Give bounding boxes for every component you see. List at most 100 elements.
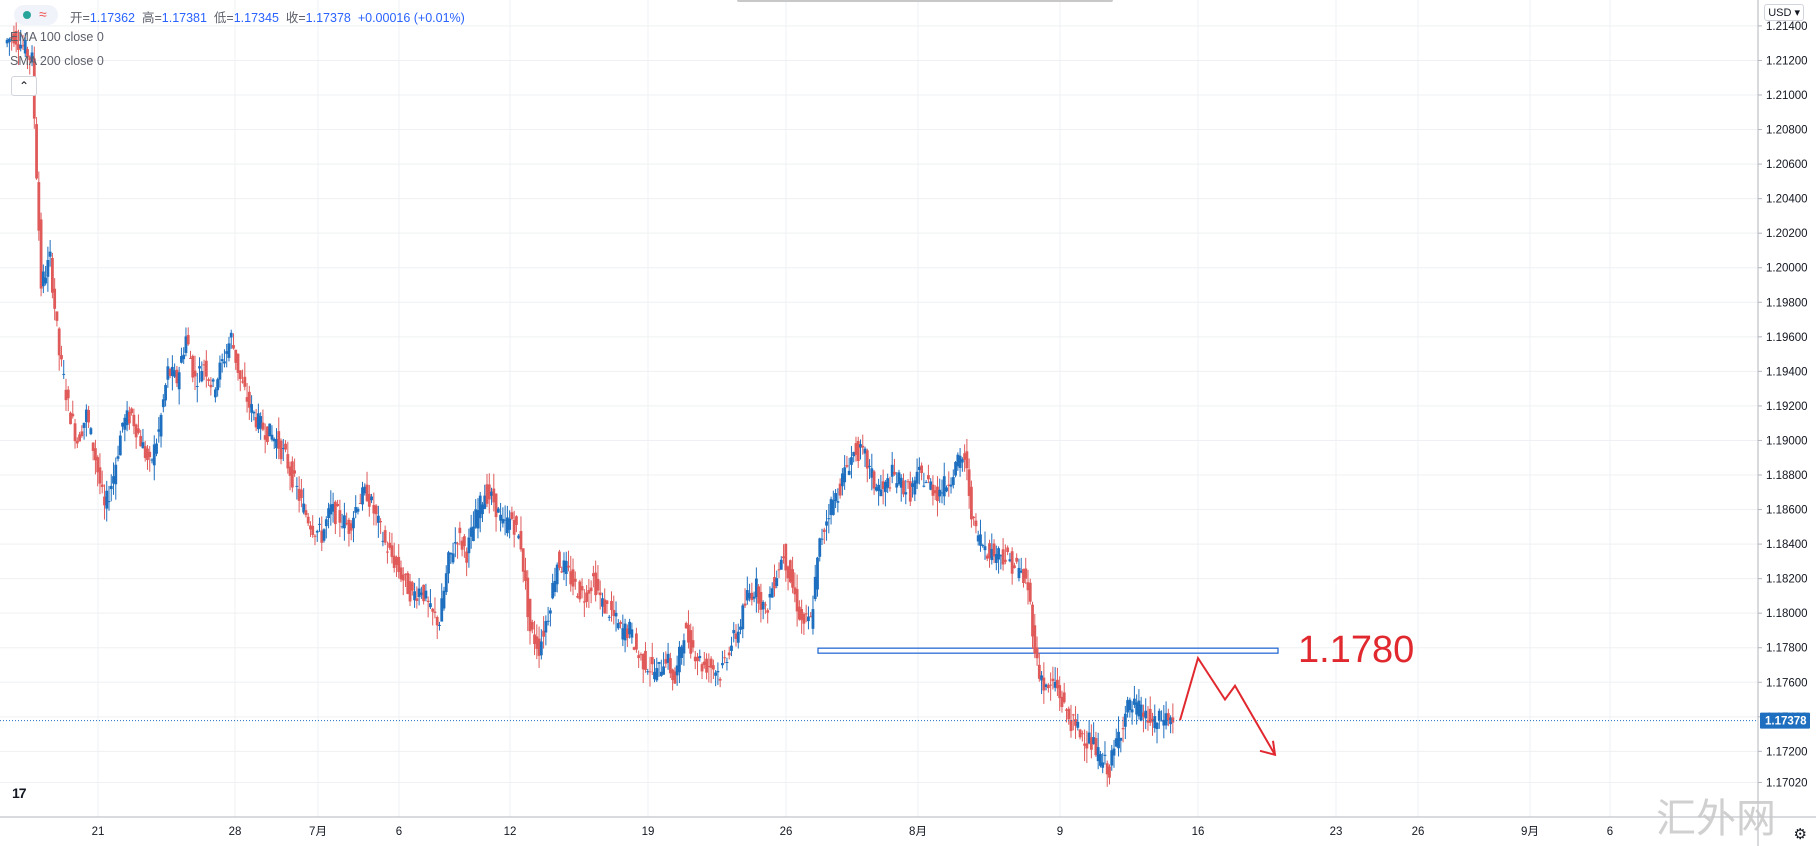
candle-body xyxy=(1137,700,1141,717)
candle-body xyxy=(1132,698,1136,705)
candle-body xyxy=(1166,713,1170,721)
candle-body xyxy=(195,385,199,387)
candle-body xyxy=(311,525,315,536)
candle-body xyxy=(886,478,890,488)
candle-body xyxy=(121,422,124,427)
candle-body xyxy=(496,508,500,513)
candle-body xyxy=(940,492,944,494)
candle-body xyxy=(14,30,18,45)
candle-body xyxy=(983,546,987,551)
candle-body xyxy=(734,633,738,639)
candle-body xyxy=(254,417,258,428)
candle-body xyxy=(286,454,290,469)
candle-body xyxy=(261,422,265,430)
candle-body xyxy=(1153,716,1157,728)
candle-body xyxy=(1067,708,1071,720)
currency-select[interactable]: USD ▾ xyxy=(1764,4,1804,21)
candle-body xyxy=(186,335,190,345)
x-tick-label: 7月 xyxy=(309,826,327,838)
candle-body xyxy=(623,623,627,641)
series-status-pill[interactable]: ≈ xyxy=(14,5,58,25)
candle-body xyxy=(616,623,620,629)
candle-body xyxy=(671,669,675,681)
candle-body xyxy=(485,484,489,504)
wave-icon: ≈ xyxy=(39,6,47,22)
candle-body xyxy=(299,489,303,498)
y-tick-label: 1.19800 xyxy=(1766,297,1808,309)
candle-body xyxy=(494,493,498,518)
candle-body xyxy=(1105,763,1109,775)
candle-body xyxy=(992,543,996,557)
candle-body xyxy=(134,424,138,438)
forecast-path[interactable] xyxy=(1179,655,1276,756)
candle-body xyxy=(26,49,29,58)
y-tick-label: 1.21200 xyxy=(1766,55,1808,67)
candle-body xyxy=(834,493,837,501)
y-tick-label: 1.18600 xyxy=(1766,505,1808,517)
candle-body xyxy=(159,414,163,437)
gear-icon[interactable]: ⚙ xyxy=(1793,826,1807,843)
candle-body xyxy=(1065,709,1068,711)
candle-body xyxy=(1003,559,1007,562)
candle-body xyxy=(596,578,600,591)
candle-body xyxy=(1128,699,1132,711)
candle-body xyxy=(539,641,543,656)
watermark: 汇外网 xyxy=(1656,796,1776,842)
candle-body xyxy=(551,582,555,599)
candle-body xyxy=(191,355,195,378)
candle-body xyxy=(766,610,770,613)
candle-body xyxy=(64,389,68,401)
candle-body xyxy=(220,359,224,362)
candle-body xyxy=(415,598,419,601)
candle-body xyxy=(413,591,416,601)
candle-body xyxy=(87,410,91,423)
candle-body xyxy=(419,592,423,595)
candle-body xyxy=(872,471,876,489)
candle-body xyxy=(752,596,756,599)
candle-body xyxy=(293,470,297,474)
collapse-legend-button[interactable]: ⌃ xyxy=(11,76,37,96)
candle-body xyxy=(324,519,328,527)
candle-body xyxy=(232,345,235,349)
level-box[interactable] xyxy=(817,647,1279,654)
candle-body xyxy=(213,389,217,398)
candle-body xyxy=(1119,737,1123,741)
candle-body xyxy=(474,509,478,528)
low-value: 1.17345 xyxy=(233,11,279,25)
candle-body xyxy=(356,508,360,512)
candle-body xyxy=(632,647,636,650)
candle-body xyxy=(562,560,566,573)
candle-body xyxy=(456,543,459,545)
candle-body xyxy=(920,465,924,474)
candle-body xyxy=(684,622,688,629)
candle-body xyxy=(888,487,892,489)
candle-body xyxy=(173,370,177,377)
candle-body xyxy=(567,565,570,568)
candle-body xyxy=(589,587,593,592)
candle-body xyxy=(1112,748,1116,756)
candle-body xyxy=(44,277,48,284)
candle-body xyxy=(802,614,806,624)
candle-body xyxy=(1076,721,1080,728)
level-label: 1.1780 xyxy=(1298,629,1414,671)
indicator-sma200[interactable]: SMA 200 close 0 xyxy=(10,54,104,68)
candle-body xyxy=(241,381,244,383)
candle-body xyxy=(587,589,591,594)
y-tick-label: 1.21400 xyxy=(1766,21,1808,33)
candle-body xyxy=(582,601,586,603)
candle-body xyxy=(5,39,9,44)
candle-body xyxy=(997,548,1000,560)
candle-body xyxy=(879,489,883,497)
candle-body xyxy=(200,370,204,382)
candle-body xyxy=(295,485,299,487)
candle-body xyxy=(558,551,561,568)
candle-body xyxy=(981,545,985,547)
candle-body xyxy=(610,600,613,611)
candle-body xyxy=(340,526,344,528)
indicator-ema100[interactable]: EMA 100 close 0 xyxy=(10,30,104,44)
candle-body xyxy=(392,555,396,568)
candle-body xyxy=(168,369,172,376)
candle-body xyxy=(245,397,249,402)
candle-body xyxy=(512,519,516,535)
